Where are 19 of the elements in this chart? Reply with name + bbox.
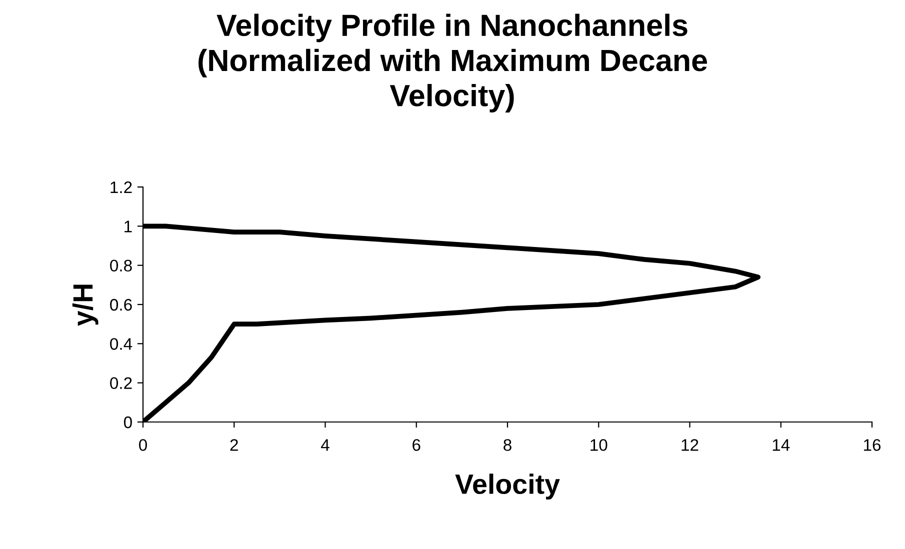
x-axis-title: Velocity [455, 474, 560, 500]
x-tick-label: 4 [321, 439, 330, 451]
y-tick-label: 0.6 [110, 298, 132, 311]
x-tick-label: 10 [590, 439, 608, 451]
y-tick-label: 0.2 [110, 377, 132, 390]
x-tick-label: 8 [504, 439, 512, 451]
x-tick-label: 6 [412, 439, 420, 451]
y-tick-label: 0.8 [110, 260, 132, 272]
y-tick-label: 1.2 [110, 181, 132, 194]
y-axis-title: y/H [72, 284, 98, 326]
y-tick-label: 0.4 [110, 338, 132, 350]
x-tick-label: 12 [682, 439, 698, 451]
x-tick-label: 14 [772, 439, 790, 451]
x-tick-label: 2 [230, 439, 238, 451]
y-tick-label: 1 [124, 220, 132, 232]
x-tick-label: 16 [864, 439, 881, 451]
y-tick-label: 0 [124, 416, 132, 428]
x-tick-label: 0 [139, 439, 147, 451]
chart-title: Velocity Profile in Nanochannels (Normalized with Maximum Decane Velocity) [198, 14, 708, 112]
